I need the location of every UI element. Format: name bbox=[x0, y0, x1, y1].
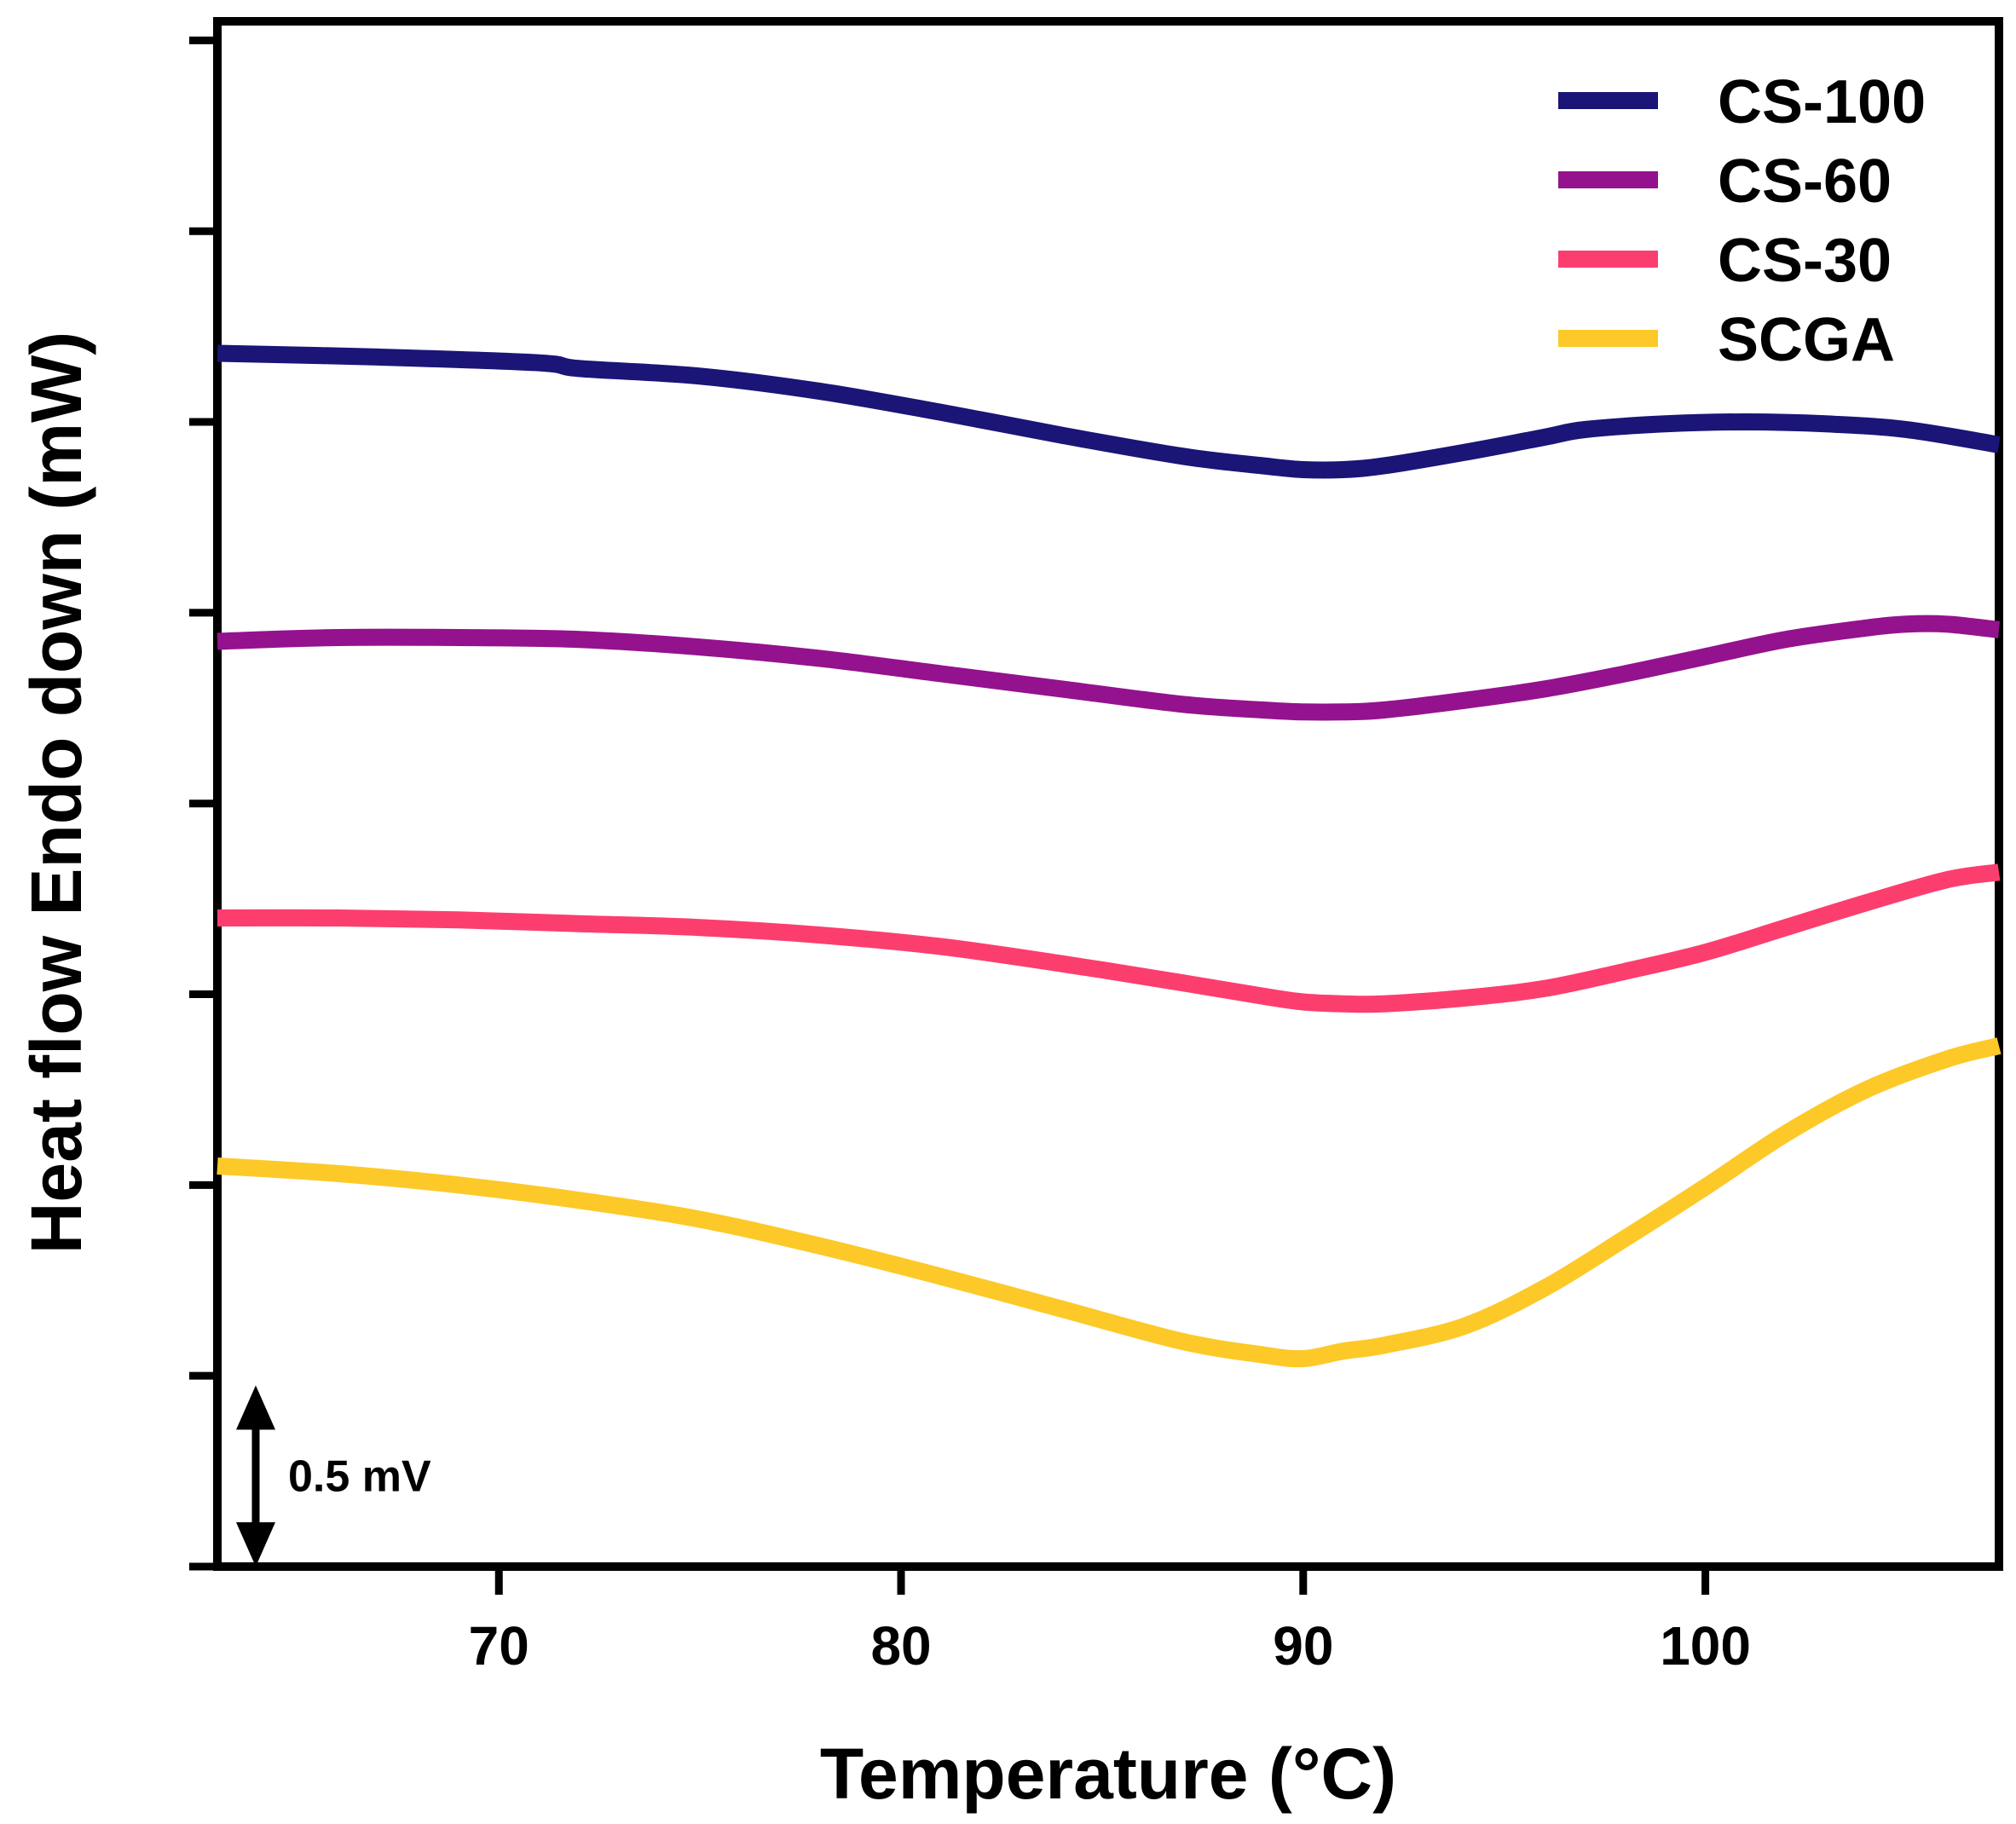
series-line-cs-100 bbox=[217, 344, 2001, 479]
series-line-cs-30 bbox=[217, 863, 2001, 1013]
legend-label-cs-100: CS-100 bbox=[1718, 68, 1926, 136]
y-axis-title: Heat flow Endo down (mW) bbox=[16, 332, 96, 1255]
x-tick-label: 70 bbox=[469, 1615, 529, 1677]
legend-label-scga: SCGA bbox=[1718, 306, 1895, 374]
x-axis-ticks bbox=[494, 1567, 1710, 1595]
x-tick-label: 80 bbox=[870, 1615, 931, 1677]
series-line-cs-60 bbox=[217, 615, 2001, 721]
legend-label-cs-60: CS-60 bbox=[1718, 147, 1892, 216]
y-axis-ticks bbox=[189, 36, 217, 1571]
scale-bar-label: 0.5 mV bbox=[288, 1452, 431, 1502]
x-tick-label: 100 bbox=[1660, 1615, 1751, 1677]
x-axis-title: Temperature (°C) bbox=[820, 1734, 1396, 1814]
series-lines bbox=[217, 344, 2002, 1368]
plot-frame bbox=[213, 17, 2003, 1571]
scale-bar: 0.5 mV bbox=[236, 1385, 431, 1567]
scale-bar-arrow-up-icon bbox=[236, 1385, 275, 1430]
legend: CS-100 CS-60 CS-30 SCGA bbox=[1558, 68, 1926, 374]
series-line-scga bbox=[217, 1037, 2002, 1368]
x-axis-tick-labels: 70 80 90 100 bbox=[469, 1615, 1751, 1677]
legend-label-cs-30: CS-30 bbox=[1718, 227, 1892, 295]
x-tick-label: 90 bbox=[1273, 1615, 1333, 1677]
scale-bar-arrow-down-icon bbox=[236, 1522, 275, 1567]
